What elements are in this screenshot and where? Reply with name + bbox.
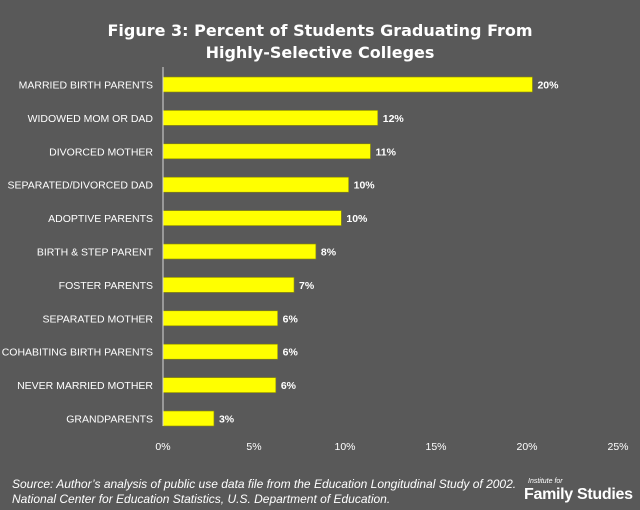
bar [162,110,379,126]
source-line-2: National Center for Education Statistics… [12,492,391,506]
chart-title-line-1: Figure 3: Percent of Students Graduating… [107,21,533,40]
bar [162,343,278,360]
source-line-1: Source: Author’s analysis of public use … [12,477,517,491]
category-label: SEPARATED MOTHER [43,313,154,325]
brand-small-text: Institute for [528,478,563,485]
bar [162,377,277,393]
data-label: 7% [299,280,315,292]
source-note: Source: Author’s analysis of public use … [12,477,522,507]
data-label: 6% [281,380,297,392]
chart-title: Figure 3: Percent of Students Graduating… [0,20,640,64]
x-tick-label: 5% [246,441,261,453]
bar [162,210,342,226]
x-tick-label: 15% [425,441,446,453]
x-tick-label: 10% [334,441,355,453]
x-tick-label: 0% [155,441,170,453]
data-label: 10% [354,180,376,192]
category-label: GRANDPARENTS [66,414,153,426]
category-label: WIDOWED MOM OR DAD [28,113,154,125]
brand-logo: Institute for Family Studies [524,478,634,504]
x-tick-label: 25% [607,441,628,453]
bar [162,176,349,193]
bar [162,143,371,160]
category-label: COHABITING BIRTH PARENTS [2,347,153,359]
data-label: 8% [321,247,337,259]
bar-chart: MARRIED BIRTH PARENTS 20% WIDOWED MOM OR D… [2,67,629,453]
brand-main-text: Family Studies [524,486,633,503]
category-label: BIRTH & STEP PARENT [37,247,154,259]
data-label: 12% [383,113,405,125]
data-label: 20% [537,80,559,92]
bar [162,310,278,327]
category-label: SEPARATED/DIVORCED DAD [8,180,154,192]
category-label: NEVER MARRIED MOTHER [17,380,153,392]
category-label: MARRIED BIRTH PARENTS [19,80,153,92]
data-label: 6% [283,313,299,325]
x-tick-label: 20% [516,441,537,453]
bar [162,76,533,93]
category-label: FOSTER PARENTS [59,280,153,292]
bar [162,410,215,427]
data-label: 6% [283,347,299,359]
category-label: DIVORCED MOTHER [49,146,153,158]
bar [162,277,295,293]
data-label: 11% [375,146,396,158]
chart-title-line-2: Highly-Selective Colleges [205,43,435,62]
data-label: 3% [219,414,235,426]
bar [162,243,317,260]
data-label: 10% [346,213,368,225]
category-label: ADOPTIVE PARENTS [48,213,153,225]
